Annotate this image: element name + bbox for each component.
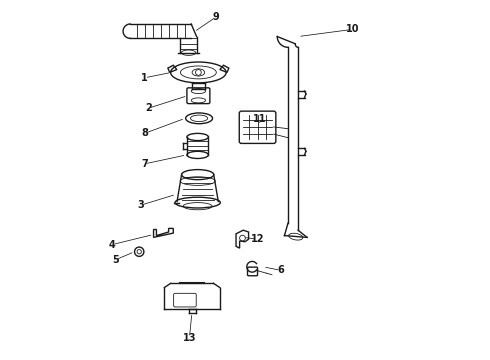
Text: 1: 1 xyxy=(141,73,148,83)
Text: 11: 11 xyxy=(252,114,266,124)
Text: 2: 2 xyxy=(145,103,151,113)
Text: 4: 4 xyxy=(109,239,116,249)
Text: 9: 9 xyxy=(213,12,220,22)
Text: 7: 7 xyxy=(141,159,148,169)
Text: 10: 10 xyxy=(346,24,359,35)
Text: 5: 5 xyxy=(113,255,119,265)
Text: 12: 12 xyxy=(251,234,264,244)
Text: 8: 8 xyxy=(141,129,148,138)
Text: 6: 6 xyxy=(277,265,284,275)
Text: 13: 13 xyxy=(183,333,196,343)
Text: 3: 3 xyxy=(138,200,145,210)
